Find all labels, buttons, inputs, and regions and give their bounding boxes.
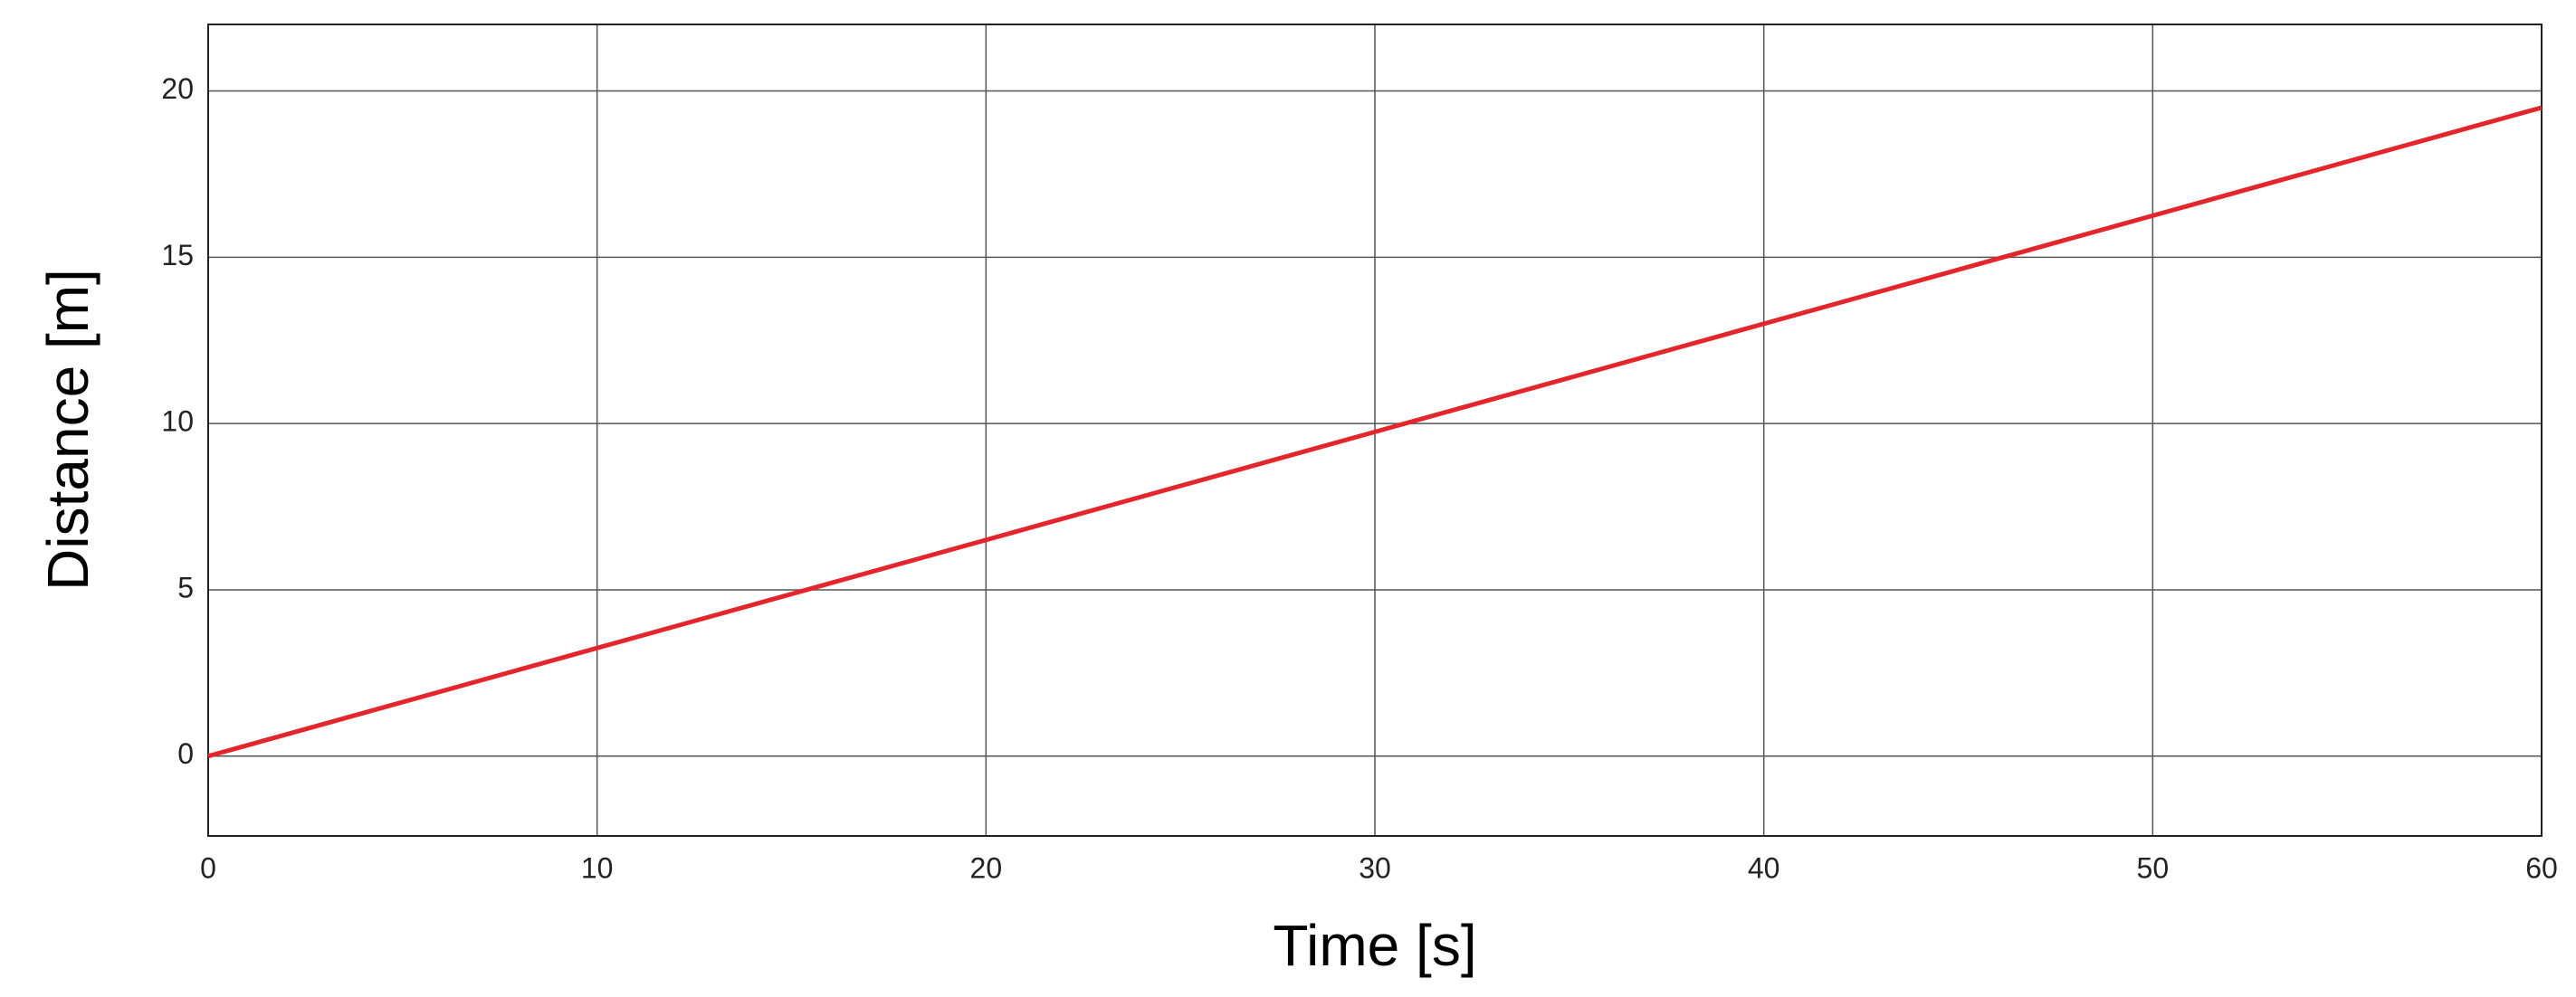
data-line	[207, 105, 2543, 759]
x-tick-label: 10	[581, 851, 614, 884]
y-tick-label: 10	[161, 405, 194, 438]
x-tick-label: 30	[1359, 851, 1391, 884]
y-axis-title: Distance [m]	[35, 269, 100, 591]
x-tick-label: 0	[200, 851, 216, 884]
x-tick-label: 20	[970, 851, 1003, 884]
x-axis-title: Time [s]	[1273, 913, 1476, 978]
y-tick-label: 5	[177, 571, 194, 603]
x-tick-label: 40	[1748, 851, 1780, 884]
y-tick-label: 20	[161, 72, 194, 105]
x-tick-label: 50	[2137, 851, 2170, 884]
x-tick-label: 60	[2525, 851, 2558, 884]
y-tick-label: 15	[161, 239, 194, 271]
plot-frame	[207, 24, 2543, 837]
y-tick-label: 0	[177, 737, 194, 770]
